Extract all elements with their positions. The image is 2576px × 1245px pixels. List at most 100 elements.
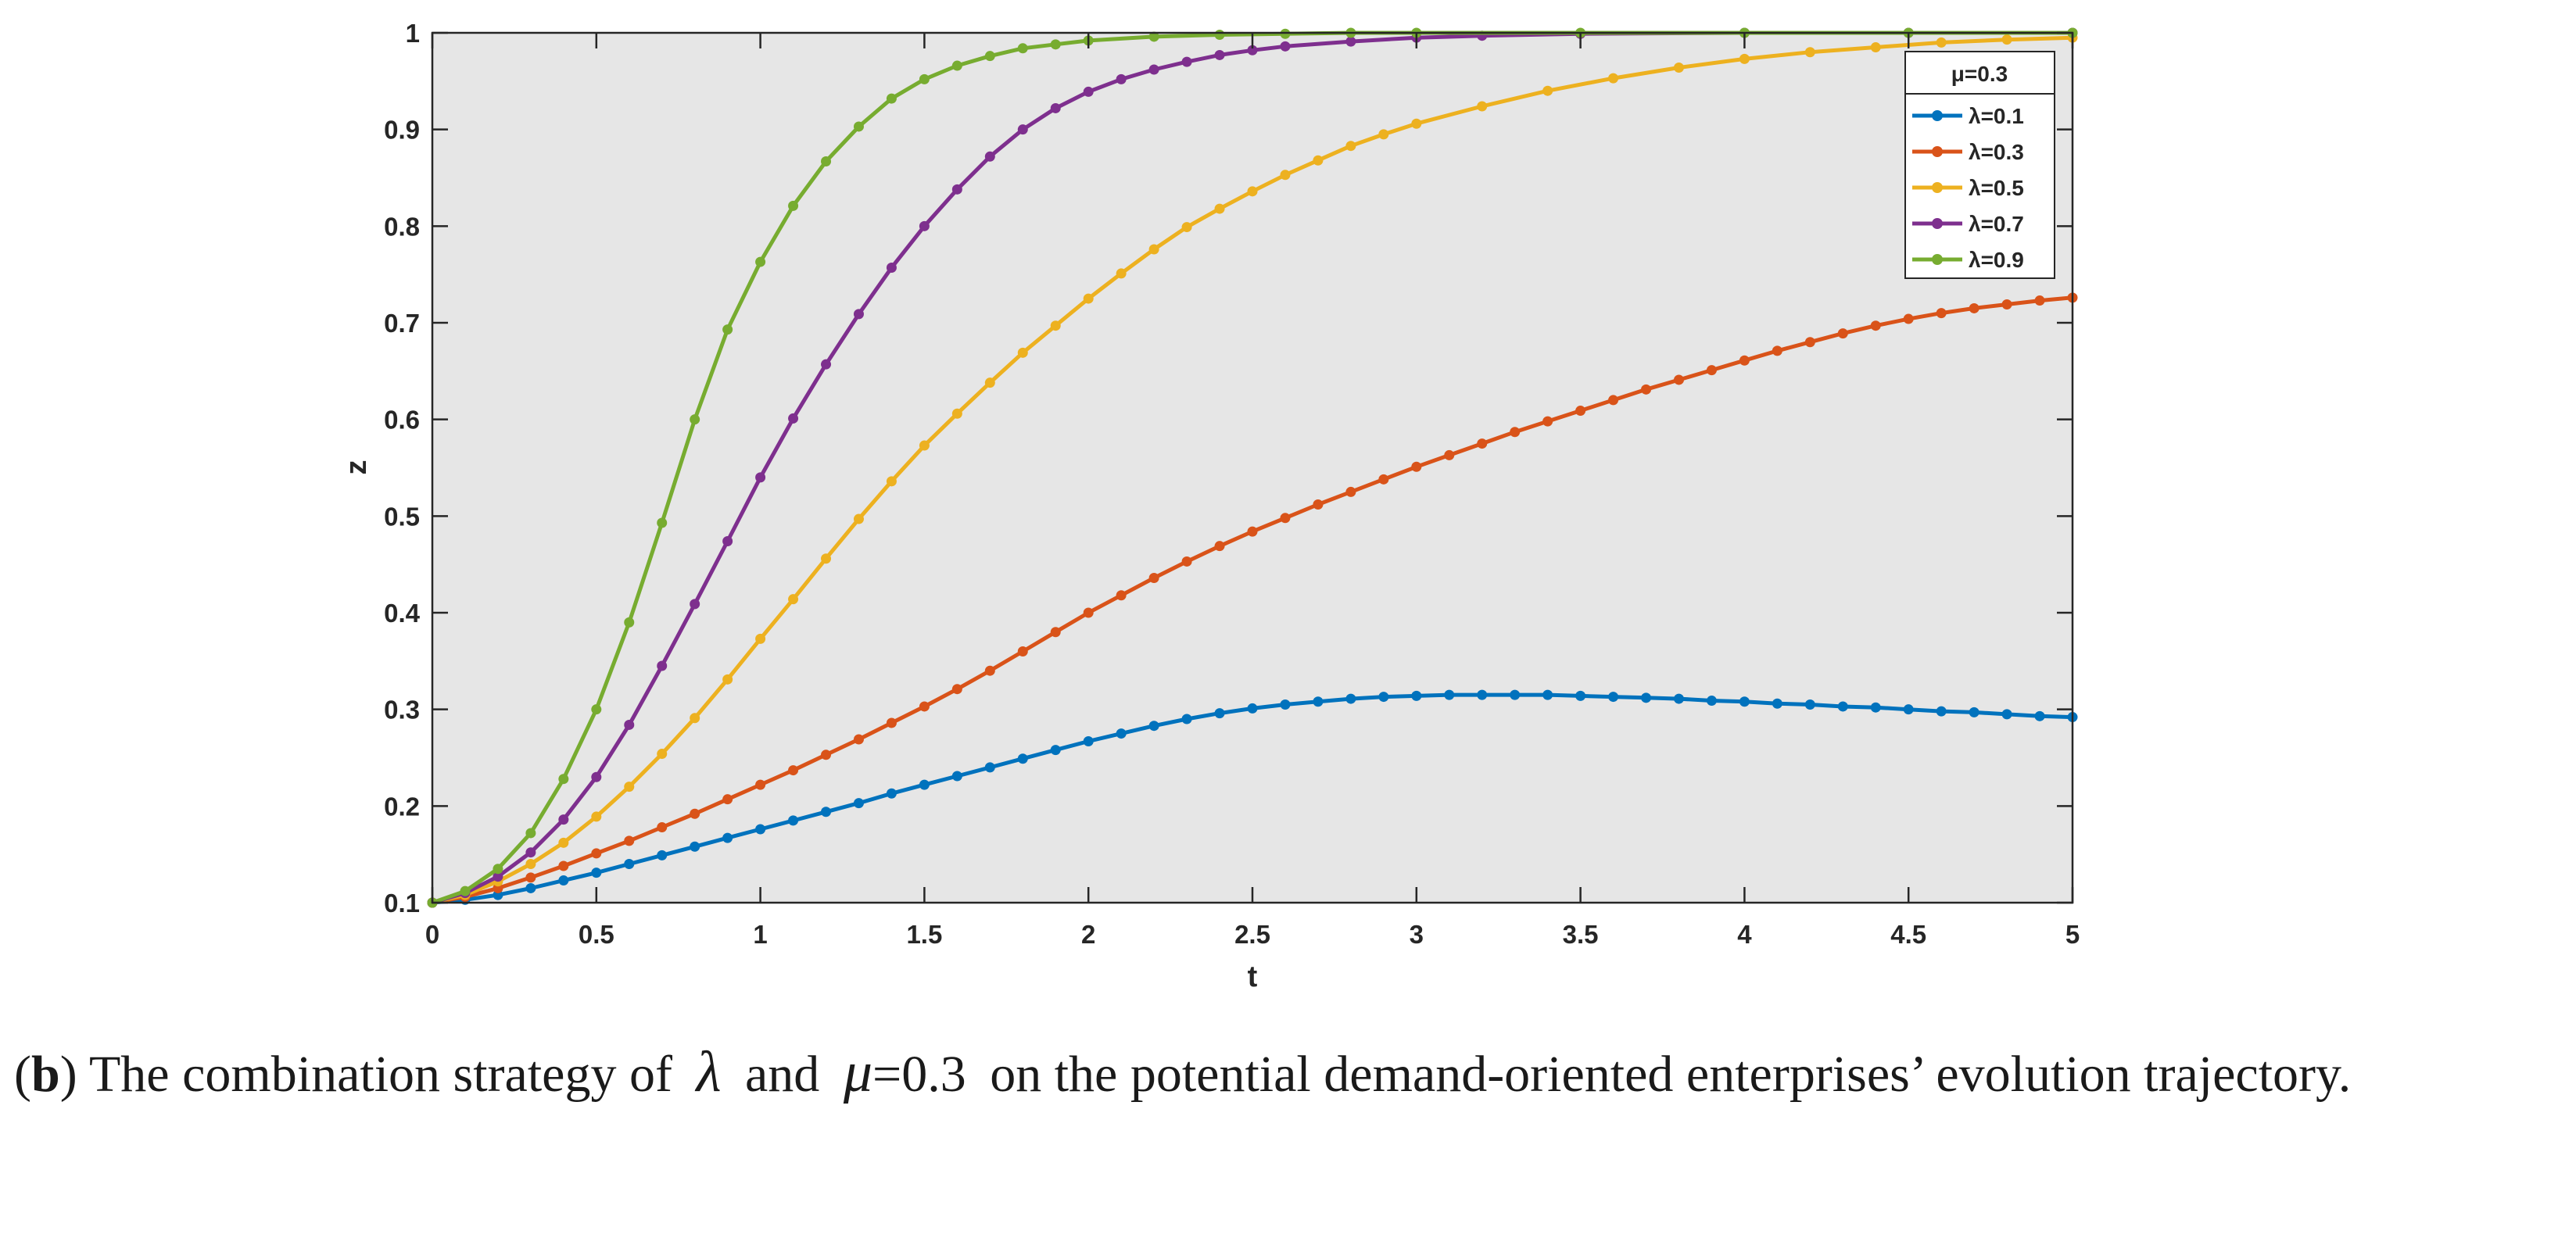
data-point bbox=[591, 848, 602, 859]
data-point bbox=[919, 701, 930, 712]
data-point bbox=[1870, 702, 1881, 713]
data-point bbox=[1148, 64, 1159, 75]
data-point bbox=[690, 713, 700, 724]
data-point bbox=[1903, 704, 1914, 715]
data-point bbox=[2034, 710, 2045, 721]
data-point bbox=[1214, 203, 1225, 214]
legend-marker bbox=[1932, 218, 1943, 229]
data-point bbox=[1148, 572, 1159, 583]
legend-title: μ=0.3 bbox=[1951, 62, 2008, 86]
data-point bbox=[1477, 689, 1488, 700]
data-point bbox=[1903, 313, 1914, 324]
data-point bbox=[1247, 526, 1258, 537]
data-point bbox=[1214, 29, 1225, 40]
data-point bbox=[755, 472, 766, 483]
data-point bbox=[1345, 693, 1356, 704]
y-tick-label: 0.3 bbox=[384, 696, 420, 724]
data-point bbox=[722, 535, 733, 546]
line-chart: 0 0.5 1 1.5 2 2.5 3 3.5 4 4.5 5 0.1 0.2 0.3 0.4 0.5 0.6 0… bbox=[340, 19, 2080, 993]
data-point bbox=[1017, 43, 1028, 54]
data-point bbox=[1378, 692, 1389, 703]
data-point bbox=[919, 220, 930, 231]
data-point bbox=[1214, 541, 1225, 552]
legend-label: λ=0.9 bbox=[1969, 248, 2024, 272]
data-point bbox=[1214, 49, 1225, 60]
data-point bbox=[1313, 499, 1324, 510]
data-point bbox=[1116, 268, 1127, 279]
caption-mu-value: =0.3 bbox=[872, 1046, 966, 1103]
data-point bbox=[1673, 374, 1684, 385]
data-point bbox=[886, 788, 897, 799]
data-point bbox=[1247, 186, 1258, 197]
data-point bbox=[1575, 690, 1586, 701]
data-point bbox=[1378, 474, 1389, 485]
data-point bbox=[1181, 714, 1192, 724]
caption-text-before: The combination strategy of bbox=[77, 1046, 686, 1103]
data-point bbox=[755, 256, 766, 267]
data-point bbox=[1804, 337, 1815, 348]
data-point bbox=[2034, 295, 2045, 306]
y-tick-label: 0.8 bbox=[384, 212, 420, 241]
data-point bbox=[1280, 513, 1291, 524]
data-point bbox=[1673, 63, 1684, 73]
data-point bbox=[1280, 41, 1291, 52]
data-point bbox=[558, 774, 569, 785]
data-point bbox=[624, 859, 635, 870]
data-point bbox=[690, 841, 700, 852]
data-point bbox=[657, 822, 668, 833]
data-point bbox=[1804, 47, 1815, 58]
data-point bbox=[525, 859, 536, 870]
data-point bbox=[1247, 45, 1258, 55]
data-point bbox=[1542, 416, 1553, 427]
data-point bbox=[493, 871, 503, 882]
data-point bbox=[1641, 692, 1652, 703]
data-point bbox=[722, 794, 733, 805]
legend-label: λ=0.1 bbox=[1969, 104, 2024, 128]
data-point bbox=[984, 377, 995, 388]
data-point bbox=[1739, 53, 1750, 64]
data-point bbox=[1608, 73, 1619, 84]
data-point bbox=[1017, 753, 1028, 764]
data-point bbox=[1148, 31, 1159, 42]
data-point bbox=[2001, 299, 2012, 310]
data-point bbox=[951, 408, 962, 419]
x-tick-label: 1 bbox=[753, 920, 767, 949]
data-point bbox=[1083, 293, 1094, 304]
data-point bbox=[624, 782, 635, 792]
data-point bbox=[1411, 118, 1422, 129]
data-point bbox=[722, 324, 733, 335]
data-point bbox=[1345, 36, 1356, 47]
data-point bbox=[1050, 745, 1061, 756]
data-point bbox=[919, 440, 930, 451]
data-point bbox=[624, 835, 635, 846]
data-point bbox=[1575, 406, 1586, 417]
caption-mu-symbol: μ bbox=[843, 1040, 872, 1104]
data-point bbox=[1477, 101, 1488, 112]
data-point bbox=[690, 808, 700, 819]
data-point bbox=[657, 850, 668, 860]
data-point bbox=[951, 771, 962, 782]
data-point bbox=[1542, 689, 1553, 700]
data-point bbox=[1739, 355, 1750, 366]
x-tick-label: 2.5 bbox=[1234, 920, 1270, 949]
data-point bbox=[1870, 42, 1881, 53]
data-point bbox=[1804, 699, 1815, 710]
data-point bbox=[1444, 449, 1455, 460]
data-point bbox=[1936, 37, 1947, 48]
data-point bbox=[1083, 86, 1094, 97]
data-point bbox=[1936, 706, 1947, 717]
x-tick-label: 5 bbox=[2065, 920, 2080, 949]
data-point bbox=[788, 815, 799, 826]
data-point bbox=[853, 734, 864, 745]
data-point bbox=[591, 868, 602, 878]
data-point bbox=[1116, 728, 1127, 739]
data-point bbox=[919, 73, 930, 84]
data-point bbox=[624, 719, 635, 730]
data-point bbox=[1772, 345, 1782, 356]
data-point bbox=[1050, 102, 1061, 113]
legend-label: λ=0.7 bbox=[1969, 212, 2024, 236]
data-point bbox=[1706, 696, 1717, 707]
data-point bbox=[919, 779, 930, 790]
data-point bbox=[1641, 384, 1652, 395]
data-point bbox=[2001, 709, 2012, 720]
